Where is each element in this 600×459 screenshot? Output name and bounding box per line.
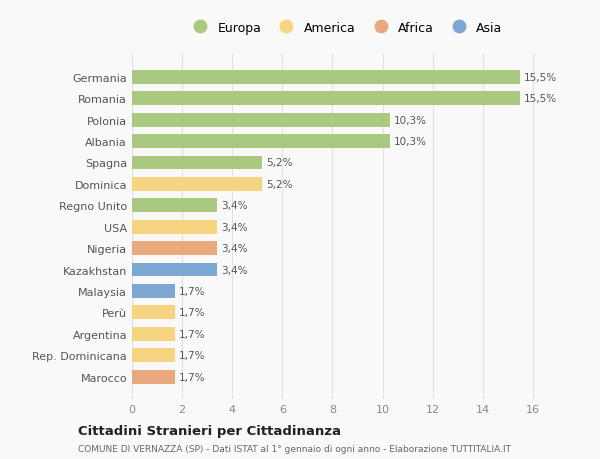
- Bar: [132, 306, 175, 319]
- Bar: [132, 71, 520, 84]
- Bar: [132, 370, 175, 384]
- Bar: [132, 263, 217, 277]
- Bar: [132, 241, 217, 256]
- Bar: [132, 92, 520, 106]
- Text: 3,4%: 3,4%: [221, 244, 247, 253]
- Text: 15,5%: 15,5%: [524, 73, 557, 83]
- Bar: [132, 220, 217, 234]
- Text: 10,3%: 10,3%: [394, 115, 427, 125]
- Bar: [132, 156, 262, 170]
- Text: 1,7%: 1,7%: [178, 308, 205, 318]
- Text: 5,2%: 5,2%: [266, 158, 293, 168]
- Legend: Europa, America, Africa, Asia: Europa, America, Africa, Asia: [182, 17, 508, 39]
- Text: 5,2%: 5,2%: [266, 179, 293, 190]
- Bar: [132, 327, 175, 341]
- Text: 1,7%: 1,7%: [178, 286, 205, 296]
- Bar: [132, 199, 217, 213]
- Bar: [132, 284, 175, 298]
- Text: 1,7%: 1,7%: [178, 372, 205, 382]
- Text: 1,7%: 1,7%: [178, 350, 205, 360]
- Bar: [132, 348, 175, 362]
- Text: 15,5%: 15,5%: [524, 94, 557, 104]
- Bar: [132, 135, 390, 149]
- Text: 3,4%: 3,4%: [221, 265, 247, 275]
- Bar: [132, 178, 262, 191]
- Text: 3,4%: 3,4%: [221, 222, 247, 232]
- Bar: [132, 113, 390, 127]
- Text: 3,4%: 3,4%: [221, 201, 247, 211]
- Text: 1,7%: 1,7%: [178, 329, 205, 339]
- Text: COMUNE DI VERNAZZA (SP) - Dati ISTAT al 1° gennaio di ogni anno - Elaborazione T: COMUNE DI VERNAZZA (SP) - Dati ISTAT al …: [78, 444, 511, 453]
- Text: Cittadini Stranieri per Cittadinanza: Cittadini Stranieri per Cittadinanza: [78, 424, 341, 437]
- Text: 10,3%: 10,3%: [394, 137, 427, 147]
